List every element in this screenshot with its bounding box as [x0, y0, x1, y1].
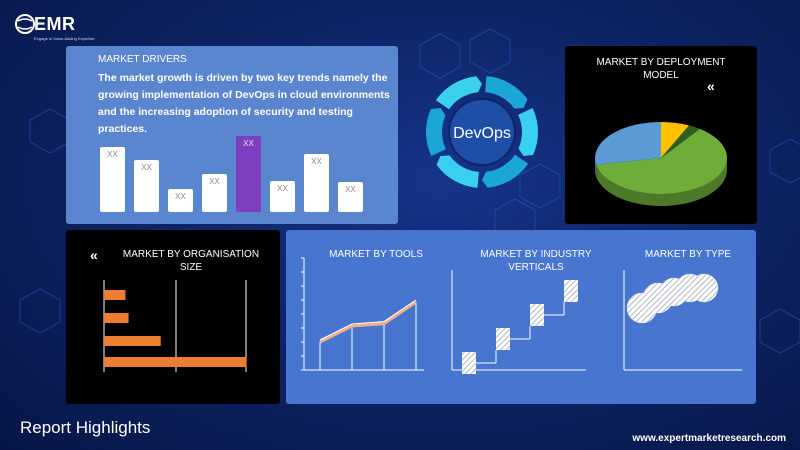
- market-drivers-title: MARKET DRIVERS: [98, 54, 187, 65]
- driver-bar-label: XX: [243, 138, 254, 148]
- industry-step: [462, 352, 476, 374]
- segments-panel: MARKET BY TOOLS MARKET BY INDUSTRY VERTI…: [286, 230, 756, 404]
- industry-step: [530, 304, 544, 326]
- market-drivers-panel: MARKET DRIVERS The market growth is driv…: [66, 46, 398, 224]
- driver-bar: XX: [236, 135, 261, 212]
- type-bubble: [689, 273, 719, 303]
- org-bar: [104, 313, 129, 323]
- driver-bar: XX: [168, 188, 193, 212]
- logo-tagline: Engage in Value-Adding Expertise: [34, 36, 95, 41]
- cycle-arrow-segment: [436, 155, 479, 188]
- driver-bar-label: XX: [277, 184, 288, 194]
- tools-line-highlight: [319, 299, 417, 341]
- cycle-arrow-segment: [518, 107, 538, 156]
- organisation-title: MARKET BY ORGANISATION SIZE: [122, 249, 260, 273]
- driver-bar: XX: [202, 174, 227, 212]
- report-highlights-heading: Report Highlights: [20, 418, 151, 437]
- tools-line: [319, 300, 417, 344]
- driver-bar-label: XX: [311, 156, 322, 166]
- globe-icon: [15, 14, 35, 34]
- pie-slice: [596, 128, 727, 195]
- driver-bar: XX: [134, 159, 159, 212]
- industry-step: [496, 328, 510, 350]
- driver-bar-label: XX: [209, 177, 220, 187]
- cycle-arrow-segment: [435, 76, 482, 110]
- org-bar: [104, 290, 126, 300]
- pie-slice-side: [596, 158, 727, 207]
- driver-bar-label: XX: [345, 185, 356, 195]
- pie-slice: [595, 122, 661, 165]
- pie-slice: [661, 122, 690, 158]
- type-title: MARKET BY TYPE: [644, 249, 732, 260]
- deployment-pie-chart: [595, 122, 727, 207]
- driver-bar: XX: [304, 153, 329, 212]
- cycle-arrow-segment: [482, 154, 529, 188]
- deployment-model-panel: MARKET BY DEPLOYMENT MODEL «: [565, 46, 757, 224]
- segments-charts: [301, 257, 742, 374]
- industry-step: [564, 280, 578, 302]
- pie-slice: [661, 125, 700, 158]
- cycle-arrow-segment: [426, 108, 446, 157]
- tools-title: MARKET BY TOOLS: [329, 249, 423, 260]
- org-bar: [104, 357, 247, 367]
- industry-title: MARKET BY INDUSTRY VERTICALS: [480, 249, 592, 273]
- logo-name: EMR: [34, 14, 76, 34]
- devops-label: DevOps: [453, 125, 511, 142]
- driver-bar-label: XX: [175, 191, 186, 201]
- driver-bar: XX: [338, 182, 363, 212]
- organisation-size-panel: « MARKET BY ORGANISATION SIZE: [66, 230, 280, 404]
- driver-bar: XX: [100, 147, 125, 212]
- cycle-arrow-segment: [485, 76, 528, 109]
- deployment-title: MARKET BY DEPLOYMENT MODEL: [596, 57, 726, 81]
- devops-cycle-graphic: DevOps: [426, 76, 538, 188]
- market-drivers-text: The market growth is driven by two key t…: [98, 72, 390, 135]
- emr-logo[interactable]: EMR Engage in Value-Adding Expertise: [14, 10, 95, 42]
- driver-bar-label: XX: [107, 150, 118, 160]
- driver-bar: XX: [270, 181, 295, 212]
- driver-bar-label: XX: [141, 162, 152, 172]
- pie-slice-side: [595, 158, 597, 177]
- organisation-bar-chart: [103, 280, 247, 372]
- website-link[interactable]: www.expertmarketresearch.com: [632, 433, 786, 444]
- org-bar: [104, 336, 161, 346]
